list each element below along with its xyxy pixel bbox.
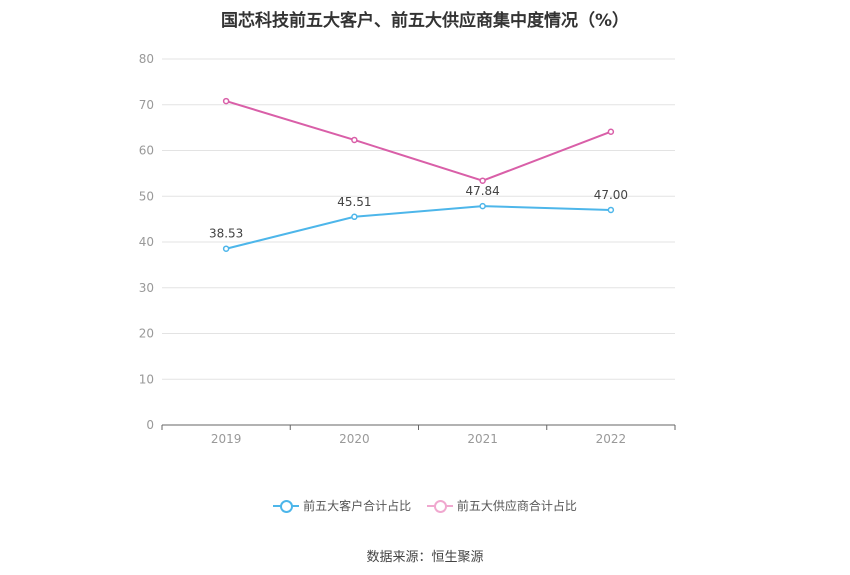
data-label: 47.84 (465, 184, 499, 198)
y-tick-label: 30 (139, 281, 154, 295)
series-line-1 (225, 100, 612, 182)
data-label: 45.51 (337, 195, 371, 209)
x-tick-label: 2020 (339, 432, 370, 446)
legend-item-suppliers[interactable]: 前五大供应商合计占比 (426, 497, 577, 514)
y-tick-label: 80 (139, 52, 154, 66)
y-tick-label: 70 (139, 98, 154, 112)
data-point (607, 206, 615, 214)
chart-legend: 前五大客户合计占比 前五大供应商合计占比 (0, 497, 850, 516)
data-point (479, 177, 486, 184)
data-point (607, 128, 615, 135)
y-tick-label: 60 (139, 144, 154, 158)
legend-marker-suppliers-icon (426, 499, 453, 513)
y-tick-label: 10 (139, 372, 154, 386)
x-tick-label: 2022 (596, 432, 627, 446)
chart-title: 国芯科技前五大客户、前五大供应商集中度情况（%） (220, 11, 630, 31)
x-tick-label: 2021 (467, 432, 498, 446)
series-line-0 (225, 205, 611, 250)
data-point (479, 202, 486, 210)
y-tick-label: 40 (139, 235, 154, 249)
data-point (222, 245, 230, 252)
legend-marker-customers-icon (273, 499, 300, 513)
source-note: 数据来源：恒生聚源 (366, 550, 484, 565)
legend-item-customers[interactable]: 前五大客户合计占比 (273, 497, 411, 514)
data-label: 38.53 (209, 227, 243, 241)
y-tick-label: 0 (146, 418, 154, 432)
y-tick-label: 20 (139, 327, 154, 341)
y-tick-label: 50 (139, 189, 154, 203)
legend-label-suppliers: 前五大供应商合计占比 (456, 499, 577, 513)
data-point (222, 97, 230, 105)
x-tick-label: 2019 (211, 432, 242, 446)
data-point (351, 213, 358, 221)
legend-label-customers: 前五大客户合计占比 (303, 499, 412, 513)
data-point (351, 136, 358, 144)
data-label: 47.00 (594, 188, 628, 202)
